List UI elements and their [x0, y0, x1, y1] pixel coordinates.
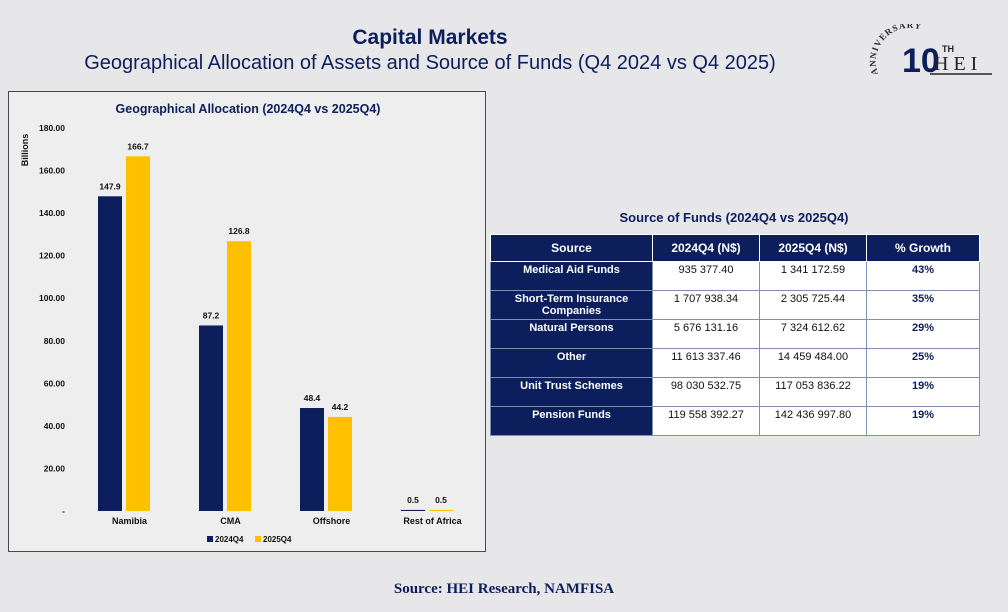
- value-cell: 1 707 938.34: [652, 290, 760, 320]
- bars: 147.9 166.7 87.2 126.8 48.4 44.2 0.5 0.5: [98, 141, 453, 511]
- y-tick-label: 180.00: [39, 123, 65, 133]
- y-axis: - 20.00 40.00 60.00 80.00 100.00 120.00 140.00 1…: [39, 123, 65, 516]
- bar-2024Q4-offshore: [300, 408, 324, 511]
- source-cell: Natural Persons: [490, 319, 653, 349]
- chart-legend: 2024Q4 2025Q4: [207, 535, 292, 544]
- value-cell: 117 053 836.22: [759, 377, 867, 407]
- table-header-cell: % Growth: [866, 234, 980, 262]
- table-header-row: Source 2024Q4 (N$) 2025Q4 (N$)% Growth: [490, 234, 980, 262]
- bar-value-label: 48.4: [304, 393, 321, 403]
- chart-title: Geographical Allocation (2024Q4 vs 2025Q…: [116, 102, 381, 116]
- source-cell: Other: [490, 348, 653, 378]
- value-cell: 98 030 532.75: [652, 377, 760, 407]
- value-cell: 2 305 725.44: [759, 290, 867, 320]
- bar-2024Q4-namibia: [98, 196, 122, 511]
- bar-2025Q4-offshore: [328, 416, 352, 511]
- bar-value-label: 166.7: [127, 141, 149, 151]
- y-tick-label: 80.00: [44, 336, 66, 346]
- growth-cell: 43%: [866, 261, 980, 291]
- x-axis: Namibia CMA Offshore Rest of Africa: [112, 516, 463, 526]
- value-cell: 1 341 172.59: [759, 261, 867, 291]
- growth-cell: 19%: [866, 377, 980, 407]
- page-subtitle: Geographical Allocation of Assets and So…: [84, 52, 776, 74]
- y-tick-label: 100.00: [39, 293, 65, 303]
- source-cell: Unit Trust Schemes: [490, 377, 653, 407]
- bar-2024Q4-rest-of-africa: [401, 509, 425, 511]
- page-title: Capital Markets: [352, 26, 508, 49]
- source-of-funds-table: Source 2024Q4 (N$) 2025Q4 (N$)% Growth Med…: [490, 234, 980, 436]
- x-tick-label: Rest of Africa: [403, 516, 462, 526]
- value-cell: 11 613 337.46: [652, 348, 760, 378]
- x-tick-label: Offshore: [313, 516, 351, 526]
- source-cell: Short-Term Insurance Companies: [490, 290, 653, 320]
- table-row: Medical Aid Funds 935 377.40 1 341 172.59 4…: [490, 261, 980, 291]
- y-tick-label: 160.00: [39, 166, 65, 176]
- legend-label: 2025Q4: [263, 535, 292, 544]
- growth-cell: 19%: [866, 406, 980, 436]
- value-cell: 142 436 997.80: [759, 406, 867, 436]
- bar-value-label: 126.8: [228, 226, 250, 236]
- legend-swatch-2025Q4: [255, 536, 261, 542]
- y-tick-label: 120.00: [39, 251, 65, 261]
- growth-cell: 35%: [866, 290, 980, 320]
- source-of-funds-title: Source of Funds (2024Q4 vs 2025Q4): [619, 210, 849, 225]
- source-note: Source: HEI Research, NAMFISA: [393, 581, 615, 597]
- legend-label: 2024Q4: [215, 535, 244, 544]
- bar-value-label: 0.5: [407, 495, 419, 505]
- source-cell: Medical Aid Funds: [490, 261, 653, 291]
- bar-2025Q4-rest-of-africa: [429, 509, 453, 511]
- bar-value-label: 147.9: [99, 181, 121, 191]
- growth-cell: 29%: [866, 319, 980, 349]
- table-row: Pension Funds 119 558 392.27 142 436 997.8…: [490, 406, 980, 436]
- y-tick-label: 40.00: [44, 421, 66, 431]
- value-cell: 14 459 484.00: [759, 348, 867, 378]
- bar-2025Q4-cma: [227, 241, 251, 511]
- bar-2025Q4-namibia: [126, 156, 150, 511]
- table-row: Natural Persons 5 676 131.16 7 324 612.62 2…: [490, 319, 980, 349]
- bar-2024Q4-cma: [199, 325, 223, 511]
- bar-value-label: 44.2: [332, 402, 349, 412]
- table-header-cell: 2024Q4 (N$): [652, 234, 760, 262]
- x-tick-label: CMA: [220, 516, 241, 526]
- hei-anniversary-logo: ANNIVERSARY 10 TH HEI: [868, 24, 992, 80]
- table-row: Other 11 613 337.46 14 459 484.00 25%: [490, 348, 980, 378]
- legend-swatch-2024Q4: [207, 536, 213, 542]
- value-cell: 7 324 612.62: [759, 319, 867, 349]
- geographical-allocation-chart: Geographical Allocation (2024Q4 vs 2025Q…: [20, 102, 463, 544]
- x-tick-label: Namibia: [112, 516, 148, 526]
- table-header-cell: Source: [490, 234, 653, 262]
- y-tick-label: 140.00: [39, 208, 65, 218]
- source-cell: Pension Funds: [490, 406, 653, 436]
- table-row: Short-Term Insurance Companies 1 707 938.…: [490, 290, 980, 320]
- value-cell: 5 676 131.16: [652, 319, 760, 349]
- y-tick-label: -: [62, 506, 65, 516]
- y-axis-label: Billions: [20, 134, 30, 167]
- growth-cell: 25%: [866, 348, 980, 378]
- logo-brand: HEI: [934, 53, 982, 75]
- table-row: Unit Trust Schemes 98 030 532.75 117 053 8…: [490, 377, 980, 407]
- logo-suffix: TH: [942, 44, 954, 54]
- value-cell: 935 377.40: [652, 261, 760, 291]
- bar-value-label: 87.2: [203, 310, 220, 320]
- y-tick-label: 20.00: [44, 463, 66, 473]
- logo-underline: [930, 73, 992, 75]
- table-header-cell: 2025Q4 (N$): [759, 234, 867, 262]
- y-tick-label: 60.00: [44, 378, 66, 388]
- bar-value-label: 0.5: [435, 495, 447, 505]
- geographical-allocation-chart-panel: Geographical Allocation (2024Q4 vs 2025Q…: [8, 91, 486, 552]
- value-cell: 119 558 392.27: [652, 406, 760, 436]
